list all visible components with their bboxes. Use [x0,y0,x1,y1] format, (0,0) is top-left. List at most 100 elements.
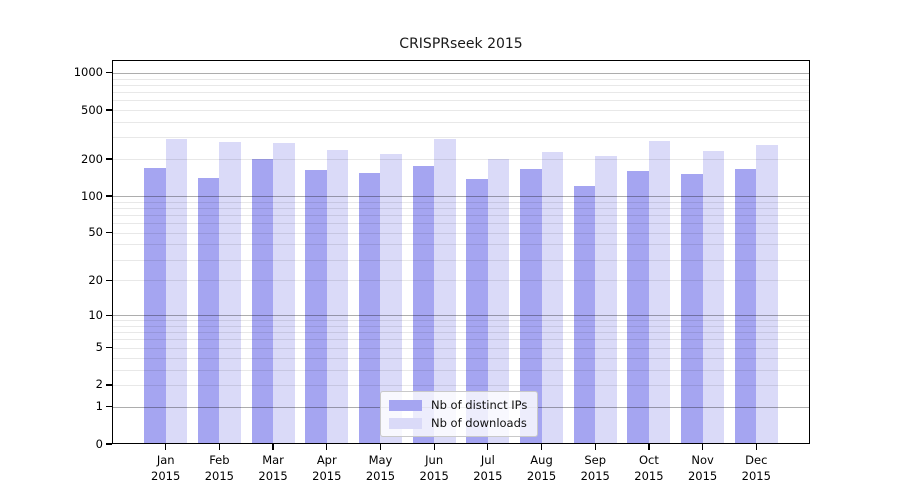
bar-distinct-ips-jun [412,166,435,444]
bar-downloads-sep [595,156,617,444]
y-tick-mark [106,314,112,316]
bar-downloads-jun [434,138,456,444]
gridline-minor [112,110,810,112]
x-tick-mark [165,444,167,450]
x-tick-label: Mar 2015 [241,452,305,484]
x-tick-year: 2015 [365,469,396,483]
gridline-minor [112,223,810,225]
y-tick-label: 200 [81,151,103,166]
x-tick-year: 2015 [473,469,503,483]
bar-downloads-oct [648,140,671,444]
x-tick-mark [487,444,489,450]
gridline-minor [112,232,810,234]
gridline-minor [112,91,810,93]
x-tick-label: Dec 2015 [724,452,788,484]
gridline-minor [112,384,810,386]
gridline-minor [112,207,810,209]
x-tick-month: Dec [745,453,768,467]
legend-swatch-distinct-ips [389,399,422,411]
bar-distinct-ips-feb [197,177,220,444]
y-tick-mark [106,195,112,197]
bar-downloads-jan [165,138,188,444]
x-tick-month: Jul [480,453,495,467]
x-tick-year: 2015 [580,469,610,483]
y-tick-label: 2 [95,377,103,392]
x-tick-year: 2015 [526,469,557,483]
y-tick-mark [106,109,112,111]
x-tick-mark [594,444,596,450]
gridline-minor [112,84,810,86]
x-tick-mark [755,444,757,450]
y-tick-label: 100 [81,188,103,203]
x-tick-label: Sep 2015 [563,452,627,484]
plot-area [112,60,810,444]
bar-downloads-nov [702,150,725,444]
x-tick-month: Feb [209,453,230,467]
gridline-minor [112,339,810,341]
gridline-minor [112,201,810,203]
gridline-minor [112,137,810,139]
legend: Nb of distinct IPs Nb of downloads [380,391,539,437]
x-tick-month: Jan [156,453,175,467]
x-tick-label: Apr 2015 [295,452,359,484]
y-tick-mark [106,384,112,386]
bar-downloads-jul [487,159,510,444]
x-tick-mark [433,444,435,450]
y-tick-label: 1000 [73,65,103,80]
y-tick-label: 10 [88,307,103,322]
x-tick-year: 2015 [204,469,235,483]
gridline-major [112,72,810,74]
x-tick-mark [648,444,650,450]
x-tick-label: Aug 2015 [510,452,574,484]
bar-distinct-ips-aug [520,168,542,444]
bar-distinct-ips-jan [144,168,166,444]
gridline-minor [112,214,810,216]
gridline-major [112,315,810,317]
bar-distinct-ips-jul [466,178,488,444]
x-tick-mark [702,444,704,450]
gridline-minor [112,357,810,359]
bar-distinct-ips-apr [305,170,327,444]
gridline-minor [112,280,810,282]
y-tick-mark [106,72,112,74]
bar-downloads-apr [326,149,349,444]
x-tick-year: 2015 [312,469,342,483]
x-tick-month: Oct [638,453,659,467]
bar-downloads-feb [219,142,241,444]
bar-downloads-dec [756,145,778,444]
y-tick-mark [106,443,112,445]
gridline-minor [112,121,810,123]
x-tick-month: Mar [262,453,284,467]
x-tick-month: Sep [584,453,607,467]
x-tick-label: Feb 2015 [187,452,251,484]
bar-distinct-ips-sep [573,186,596,444]
x-tick-month: Apr [316,453,337,467]
legend-label-distinct-ips: Nb of distinct IPs [431,398,528,412]
y-tick-label: 20 [88,272,103,287]
x-tick-year: 2015 [151,469,181,483]
y-tick-mark [106,406,112,408]
gridline-minor [112,347,810,349]
x-tick-label: May 2015 [348,452,412,484]
bar-distinct-ips-nov [681,174,703,444]
gridline-minor [112,259,810,261]
x-tick-label: Oct 2015 [617,452,681,484]
legend-swatch-downloads [389,417,422,429]
legend-label-downloads: Nb of downloads [431,416,527,430]
x-tick-month: Jun [425,453,444,467]
y-tick-label: 500 [81,102,103,117]
gridline-minor [112,325,810,327]
x-tick-month: Aug [530,453,553,467]
x-tick-mark [540,444,543,450]
legend-entry-distinct-ips: Nb of distinct IPs [389,398,527,412]
x-tick-year: 2015 [258,469,288,483]
bar-distinct-ips-mar [251,159,274,444]
x-tick-year: 2015 [634,469,664,483]
gridline-minor [112,78,810,80]
y-tick-mark [106,347,112,349]
legend-entry-downloads: Nb of downloads [389,416,527,430]
x-tick-mark [272,444,274,450]
x-tick-label: Jun 2015 [402,452,466,484]
y-tick-label: 0 [95,436,103,451]
